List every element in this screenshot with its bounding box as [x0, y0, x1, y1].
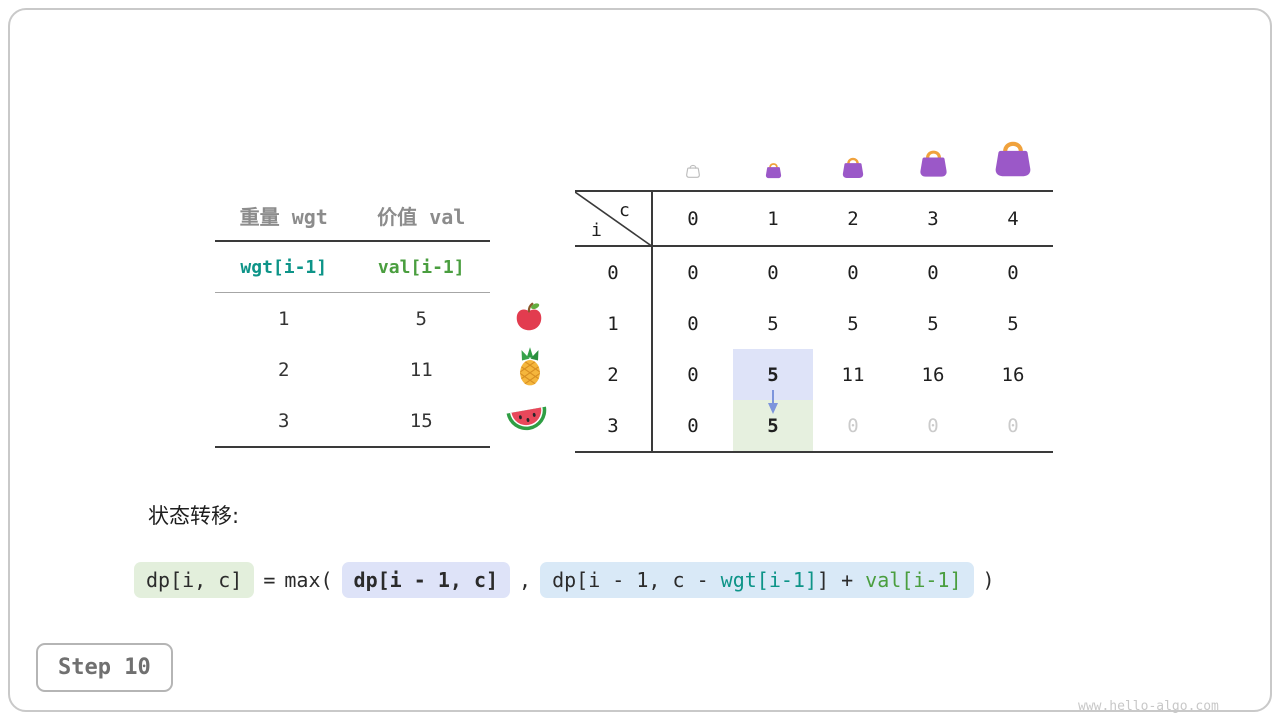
items-table-index-row: wgt[i-1] val[i-1] [215, 242, 490, 293]
dp-row-label-0: 0 [575, 247, 653, 298]
dp-cell-r2c0: 0 [687, 363, 699, 386]
bag-icon-capacity-1 [764, 161, 783, 179]
item-2-value: 11 [409, 358, 433, 381]
dp-cell-r1c2: 5 [847, 312, 859, 335]
weight-column-header: 重量 wgt [239, 204, 328, 229]
dp-cell-r1c1: 5 [767, 312, 779, 335]
dp-cell-r2c2: 11 [841, 363, 865, 386]
bag-icon-capacity-3 [917, 147, 950, 178]
dp-cell-r2c3: 16 [921, 363, 945, 386]
state-transition-formula: dp[i, c] = max( dp[i - 1, c] , dp[i - 1,… [134, 562, 995, 598]
item-row-3: 3 15 [215, 395, 490, 446]
dp-cell-r0c0: 0 [687, 261, 699, 284]
value-column-header: 价值 val [377, 204, 466, 229]
item-3-weight: 3 [278, 409, 290, 432]
dp-cell-r3c1-target-highlight: 5 [733, 400, 813, 451]
item-row-2: 2 11 [215, 344, 490, 395]
dp-cell-r1c0: 0 [687, 312, 699, 335]
dp-cell-r3c2: 0 [847, 414, 859, 437]
val-index-label: val[i-1] [377, 256, 465, 278]
take-option-mid: ] + [817, 568, 866, 592]
item-2-weight: 2 [278, 358, 290, 381]
watermelon-icon [504, 402, 552, 437]
dp-cell-r1c3: 5 [927, 312, 939, 335]
dp-cell-r0c4: 0 [1007, 261, 1019, 284]
dp-row-label-1: 1 [575, 298, 653, 349]
max-open-paren: max( [284, 568, 333, 592]
site-watermark: www.hello-algo.com [1078, 699, 1219, 714]
dp-row-label-3: 3 [575, 400, 653, 451]
dp-skip-option-chip: dp[i - 1, c] [341, 562, 511, 598]
pineapple-icon [514, 347, 546, 389]
comma-separator: , [519, 568, 532, 592]
dp-cell-r3c4: 0 [1007, 414, 1019, 437]
dp-take-option-chip: dp[i - 1, c - wgt[i-1]] + val[i-1] [540, 562, 974, 598]
take-option-val-term: val[i-1] [865, 568, 962, 592]
wgt-index-label: wgt[i-1] [240, 256, 328, 278]
equals-sign: = [263, 568, 276, 592]
bag-icon-capacity-0 [685, 163, 701, 178]
take-option-prefix: dp[i - 1, c - [552, 568, 721, 592]
bag-icon-capacity-4 [991, 137, 1035, 178]
diagonal-divider [575, 192, 653, 247]
dp-current-chip: dp[i, c] [134, 562, 255, 598]
dp-col-header-2: 2 [813, 192, 893, 247]
bag-icon-capacity-2 [840, 155, 866, 179]
dp-cell-r3c0: 0 [687, 414, 699, 437]
close-paren: ) [982, 568, 995, 592]
apple-icon [512, 301, 546, 335]
dp-corner-cell: c i [575, 192, 653, 247]
take-option-wgt-term: wgt[i-1] [720, 568, 817, 592]
step-badge: Step 10 [36, 643, 173, 692]
item-3-value: 15 [409, 409, 433, 432]
item-axis-label: i [591, 220, 602, 241]
dp-cell-r2c4: 16 [1001, 363, 1025, 386]
dp-row-label-2: 2 [575, 349, 653, 400]
dp-cell-r0c3: 0 [927, 261, 939, 284]
item-1-weight: 1 [278, 307, 290, 330]
items-table-header: 重量 wgt 价值 val [215, 190, 490, 242]
dp-col-header-0: 0 [653, 192, 733, 247]
dp-table: c i 0 1 2 3 4 0 0 0 0 0 0 1 0 5 5 5 5 2 … [575, 190, 1053, 453]
dp-col-header-3: 3 [893, 192, 973, 247]
dp-cell-r3c3: 0 [927, 414, 939, 437]
dp-cell-r0c1: 0 [767, 261, 779, 284]
dp-col-header-1: 1 [733, 192, 813, 247]
dp-cell-r0c2: 0 [847, 261, 859, 284]
dp-col-header-4: 4 [973, 192, 1053, 247]
capacity-axis-label: c [619, 200, 630, 221]
down-arrow-icon [765, 389, 781, 415]
item-row-1: 1 5 [215, 293, 490, 344]
dp-cell-r1c4: 5 [1007, 312, 1019, 335]
state-transition-title: 状态转移: [148, 504, 240, 528]
items-table: 重量 wgt 价值 val wgt[i-1] val[i-1] 1 5 2 11… [215, 190, 490, 448]
item-1-value: 5 [415, 307, 427, 330]
